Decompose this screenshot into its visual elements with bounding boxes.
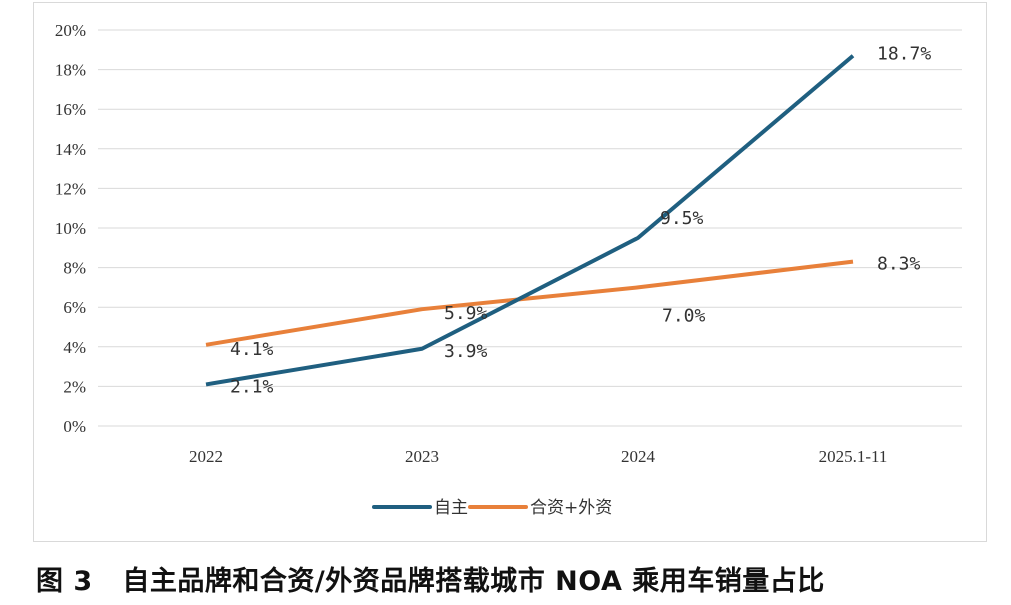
y-tick-label: 16% <box>55 100 86 119</box>
y-tick-label: 14% <box>55 140 86 159</box>
x-tick-label: 2022 <box>189 447 223 466</box>
y-tick-label: 6% <box>63 298 86 317</box>
line-chart: 0% 2% 4% 6% 8% 10% 12% 14% 16% 18% 20% 2022 2023 2024… <box>55 21 962 518</box>
y-tick-label: 8% <box>63 259 86 278</box>
y-tick-label: 2% <box>63 377 86 396</box>
data-label: 7.0% <box>662 305 706 326</box>
data-label: 9.5% <box>660 208 704 229</box>
y-tick-label: 18% <box>55 61 86 80</box>
y-tick-label: 20% <box>55 21 86 40</box>
x-tick-label: 2023 <box>405 447 439 466</box>
data-label: 8.3% <box>877 254 921 275</box>
data-label: 4.1% <box>230 339 274 360</box>
data-label: 5.9% <box>444 303 488 324</box>
x-tick-label: 2025.1-11 <box>819 447 888 466</box>
data-label: 18.7% <box>877 44 931 65</box>
data-label: 2.1% <box>230 376 274 397</box>
figure-caption: 图 3 自主品牌和合资/外资品牌搭载城市 NOA 乘用车销量占比 <box>36 566 825 597</box>
legend-label: 合资+外资 <box>530 498 612 518</box>
y-tick-label: 12% <box>55 179 86 198</box>
series-line <box>205 54 855 387</box>
y-tick-label: 0% <box>63 417 86 436</box>
series-line <box>205 259 854 347</box>
chart-frame <box>33 2 987 542</box>
y-tick-label: 10% <box>55 219 86 238</box>
x-tick-label: 2024 <box>621 447 656 466</box>
legend-label: 自主 <box>434 498 468 518</box>
data-label: 3.9% <box>444 341 488 362</box>
y-tick-label: 4% <box>63 338 86 357</box>
